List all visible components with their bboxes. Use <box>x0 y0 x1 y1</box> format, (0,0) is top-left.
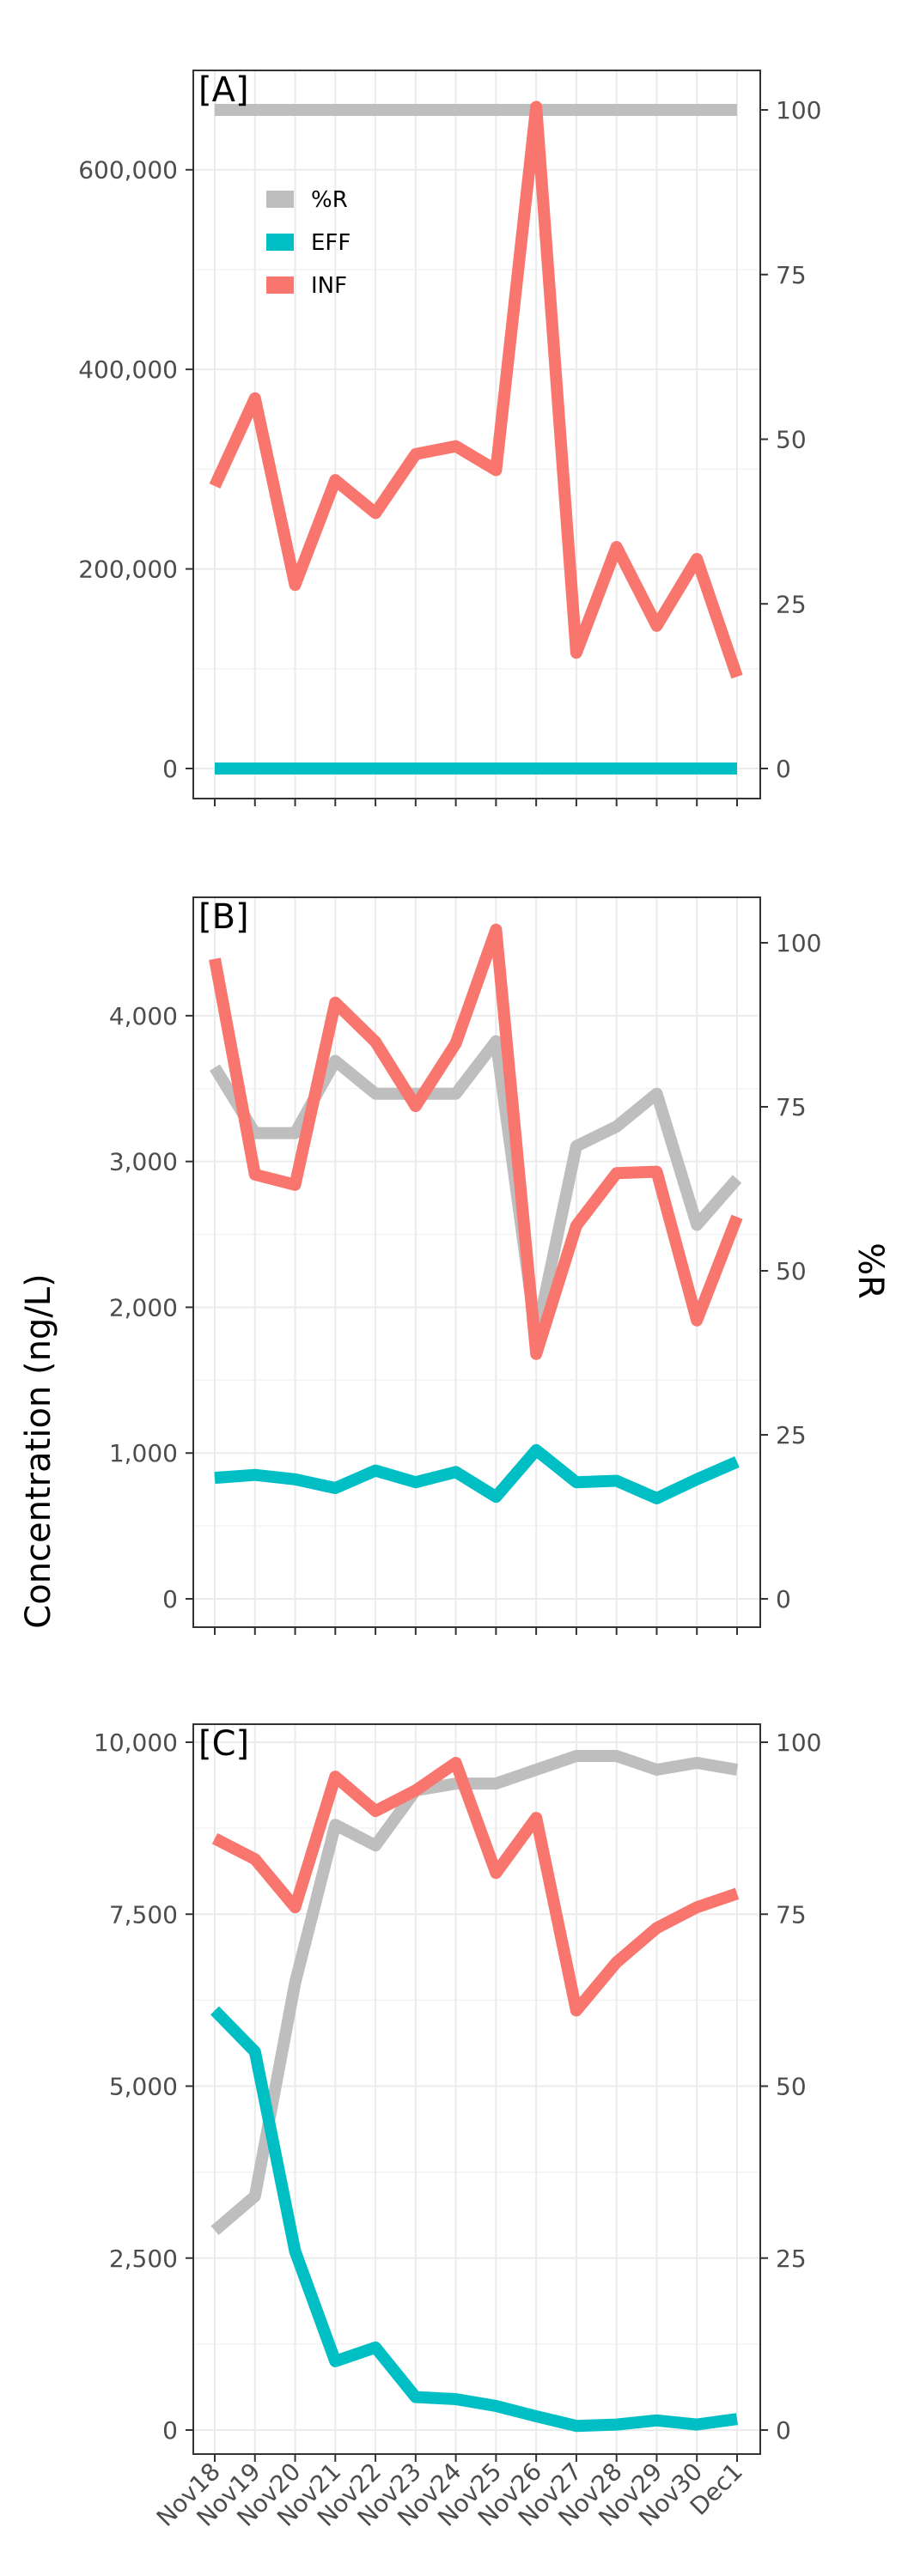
panel-background <box>193 897 760 1627</box>
y-right-tick-label: 75 <box>776 1093 807 1121</box>
legend-key <box>266 276 294 294</box>
y-right-tick-label: 25 <box>776 1421 807 1449</box>
y-right-tick-label: 100 <box>776 929 821 957</box>
y-left-tick-label: 3,000 <box>109 1148 178 1176</box>
y-left-tick-label: 400,000 <box>78 355 178 384</box>
y-left-tick-label: 600,000 <box>78 156 178 185</box>
chart-panel: 02,5005,0007,50010,0000255075100Nov18Nov… <box>94 1723 821 2532</box>
y-left-tick-label: 5,000 <box>109 2073 178 2101</box>
panel-tag: [C] <box>198 1724 249 1764</box>
y-right-tick-label: 0 <box>776 2416 791 2445</box>
y-left-tick-label: 200,000 <box>78 556 178 584</box>
series-line-inf <box>209 100 743 679</box>
series-line-inf <box>211 1757 740 2017</box>
legend-label: EFF <box>311 230 350 256</box>
y-right-tick-label: 75 <box>776 261 807 289</box>
y-left-tick-label: 2,000 <box>109 1293 178 1321</box>
y-left-tick-label: 0 <box>162 1585 178 1613</box>
panel-border <box>192 70 761 799</box>
y-right-tick-label: 100 <box>776 1728 821 1757</box>
chart-panel: 0 200,000 400,000 600,000 0 25 50 75 100 [A] %R EFF… <box>78 70 821 806</box>
y-left-tick-label: 0 <box>162 2416 178 2445</box>
y-left-tick-label: 1,000 <box>109 1439 178 1467</box>
y-right-tick-label: 50 <box>776 2073 807 2101</box>
panel-border <box>192 1723 761 2455</box>
panel-background <box>193 70 760 799</box>
y-right-tick-label: 100 <box>776 96 821 125</box>
y-left-tick-label: 0 <box>162 755 178 783</box>
y-right-tick-label: 50 <box>776 426 807 454</box>
y-right-tick-label: 25 <box>776 2245 807 2273</box>
series-line-inf <box>209 923 743 1360</box>
panels: 0 200,000 400,000 600,000 0 25 50 75 100 [A] %R EFF… <box>78 70 821 2532</box>
series-line-r <box>210 1750 739 2236</box>
y-left-tick-label: 10,000 <box>94 1728 178 1757</box>
right-axis-title: %R <box>850 1242 890 1299</box>
legend-key <box>266 191 294 208</box>
y-left-tick-label: 7,500 <box>109 1900 178 1929</box>
series-line-eff <box>214 1443 740 1504</box>
y-left-tick-label: 4,000 <box>109 1002 178 1030</box>
series-line-r <box>210 1035 742 1343</box>
y-right-tick-label: 0 <box>776 755 791 783</box>
legend-label: %R <box>311 187 348 213</box>
y-right-tick-label: 75 <box>776 1900 807 1929</box>
legend-key <box>266 234 294 251</box>
legend-label: INF <box>311 273 347 299</box>
y-left-tick-label: 2,500 <box>109 2245 178 2273</box>
panel-border <box>192 896 761 1628</box>
legend: %R EFF INF <box>266 187 350 299</box>
y-right-tick-label: 50 <box>776 1257 807 1285</box>
panel-background <box>193 1724 760 2454</box>
y-right-tick-label: 25 <box>776 590 807 618</box>
panel-tag: [A] <box>198 70 249 110</box>
series-line-eff <box>210 2006 738 2433</box>
left-axis-title: Concentration (ng/L) <box>19 1273 58 1628</box>
panel-tag: [B] <box>198 897 249 937</box>
chart-panel: 0 1,000 2,000 3,000 4,000 0 25 50 75 100 [B] <box>109 896 821 1635</box>
y-right-tick-label: 0 <box>776 1585 791 1613</box>
